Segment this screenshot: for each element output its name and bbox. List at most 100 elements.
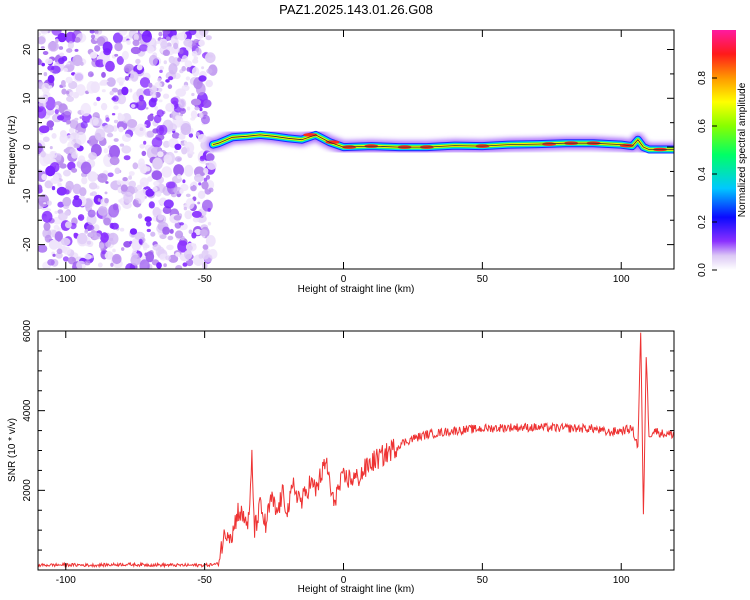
noise-speckle-dot [40, 150, 46, 158]
noise-speckle-dot [156, 262, 162, 269]
noise-speckle-dot [75, 129, 79, 133]
noise-speckle-dot [191, 232, 197, 239]
noise-speckle-dot [154, 105, 159, 111]
noise-speckle-dot [148, 54, 158, 66]
noise-speckle-dot [197, 134, 207, 143]
noise-speckle-dot [119, 227, 125, 232]
noise-speckle-dot [207, 221, 212, 226]
noise-speckle-dot [60, 237, 71, 246]
top-y-axis-label: Frequency (Hz) [7, 116, 18, 185]
noise-speckle-dot [201, 114, 210, 125]
noise-speckle-dot [168, 254, 179, 263]
noise-speckle-dot [46, 120, 55, 128]
noise-speckle-dot [62, 84, 66, 88]
noise-speckle-dot [206, 160, 217, 170]
noise-speckle-dot [93, 101, 98, 107]
noise-speckle-dot [51, 186, 56, 191]
noise-speckle-dot [132, 162, 139, 170]
noise-speckle-dot [177, 157, 182, 162]
noise-speckle-dot [165, 79, 170, 83]
noise-speckle-dot [181, 65, 186, 72]
noise-speckle-dot [183, 38, 193, 47]
noise-speckle-dot [62, 196, 72, 207]
noise-speckle-dot [107, 172, 114, 178]
noise-speckle-dot [161, 166, 172, 178]
noise-speckle-dot [101, 71, 106, 78]
noise-speckle-dot [163, 154, 173, 164]
noise-speckle-dot [38, 32, 41, 36]
noise-speckle-dot [202, 244, 209, 251]
noise-speckle-dot [205, 79, 213, 88]
noise-speckle-dot [194, 173, 204, 183]
noise-speckle-dot [57, 32, 67, 43]
noise-speckle-dot [197, 201, 201, 205]
noise-speckle-dot [168, 76, 174, 81]
noise-speckle-dot [59, 133, 68, 144]
noise-speckle-dot [54, 210, 58, 214]
noise-speckle-dot [63, 67, 68, 72]
noise-speckle-dot [71, 167, 78, 173]
noise-speckle-dot [150, 231, 156, 237]
noise-speckle-dot [80, 121, 88, 129]
noise-speckle-dot [166, 244, 174, 251]
noise-speckle-dot [38, 106, 47, 119]
colorbar-ticks: 0.0 0.2 0.4 0.6 0.8 [697, 71, 717, 277]
noise-speckle-dot [38, 36, 46, 45]
noise-speckle-dot [198, 75, 207, 82]
noise-speckle-dot [191, 210, 202, 218]
noise-speckle-dot [190, 183, 193, 187]
noise-speckle-dot [199, 107, 203, 112]
noise-speckle-dot [129, 240, 133, 244]
noise-speckle-dot [72, 54, 83, 67]
noise-speckle-dot [105, 117, 110, 122]
noise-speckle-dot [184, 249, 193, 260]
noise-speckle-dot [63, 246, 71, 255]
noise-speckle-dot [154, 81, 162, 88]
noise-speckle-dot [45, 58, 53, 65]
bottom-plot: -100 -50 0 50 100 2000 4000 6000 [22, 319, 675, 586]
noise-speckle-dot [38, 58, 42, 66]
noise-speckle-dot [146, 45, 155, 54]
noise-speckle-dot [192, 58, 199, 64]
noise-speckle-dot [166, 36, 171, 41]
top-y-axis: -20 -10 0 10 20 [22, 44, 674, 270]
bottom-y-axis-label: SNR (10 * v/v) [7, 418, 18, 482]
noise-speckle-dot [205, 162, 210, 166]
noise-speckle-dot [178, 133, 186, 140]
noise-speckle-dot [104, 191, 108, 195]
noise-speckle-dot [49, 126, 53, 131]
noise-speckle-dot [43, 202, 47, 205]
noise-speckle-dot [123, 241, 132, 248]
noise-speckle-dot [106, 81, 111, 85]
noise-speckle-dot [159, 253, 168, 261]
noise-speckle-dot [180, 123, 192, 135]
noise-speckle-dot [118, 126, 124, 133]
noise-speckle-dot [104, 251, 114, 260]
noise-speckle-dot [114, 42, 123, 52]
noise-speckle-dot [114, 167, 121, 175]
noise-speckle-dot [201, 181, 209, 190]
noise-speckle-dot [165, 102, 175, 112]
noise-speckle-dot [100, 232, 109, 243]
bottom-x-tick-label: 50 [477, 575, 489, 586]
noise-speckle-dot [63, 169, 71, 177]
noise-speckle-dot [206, 68, 213, 74]
noise-speckle-dot [174, 150, 178, 154]
noise-speckle-dot [145, 107, 149, 110]
noise-speckle-dot [47, 41, 59, 52]
noise-speckle-dot [98, 242, 105, 249]
noise-speckle-dot [47, 259, 55, 266]
bottom-x-axis: -100 -50 0 50 100 [56, 331, 630, 586]
noise-speckle-dot [66, 119, 72, 125]
noise-speckle-dot [43, 222, 51, 231]
noise-speckle-dot [55, 252, 63, 259]
noise-speckle-dot [112, 248, 116, 253]
noise-speckle-dot [81, 176, 88, 185]
noise-speckle-dot [191, 50, 198, 57]
noise-speckle-dot [186, 47, 191, 51]
noise-speckle-dot [138, 94, 144, 102]
noise-speckle-dot [147, 176, 153, 182]
noise-speckle-dot [109, 156, 120, 166]
noise-speckle-dot [40, 30, 49, 35]
noise-speckle-dot [203, 254, 213, 263]
